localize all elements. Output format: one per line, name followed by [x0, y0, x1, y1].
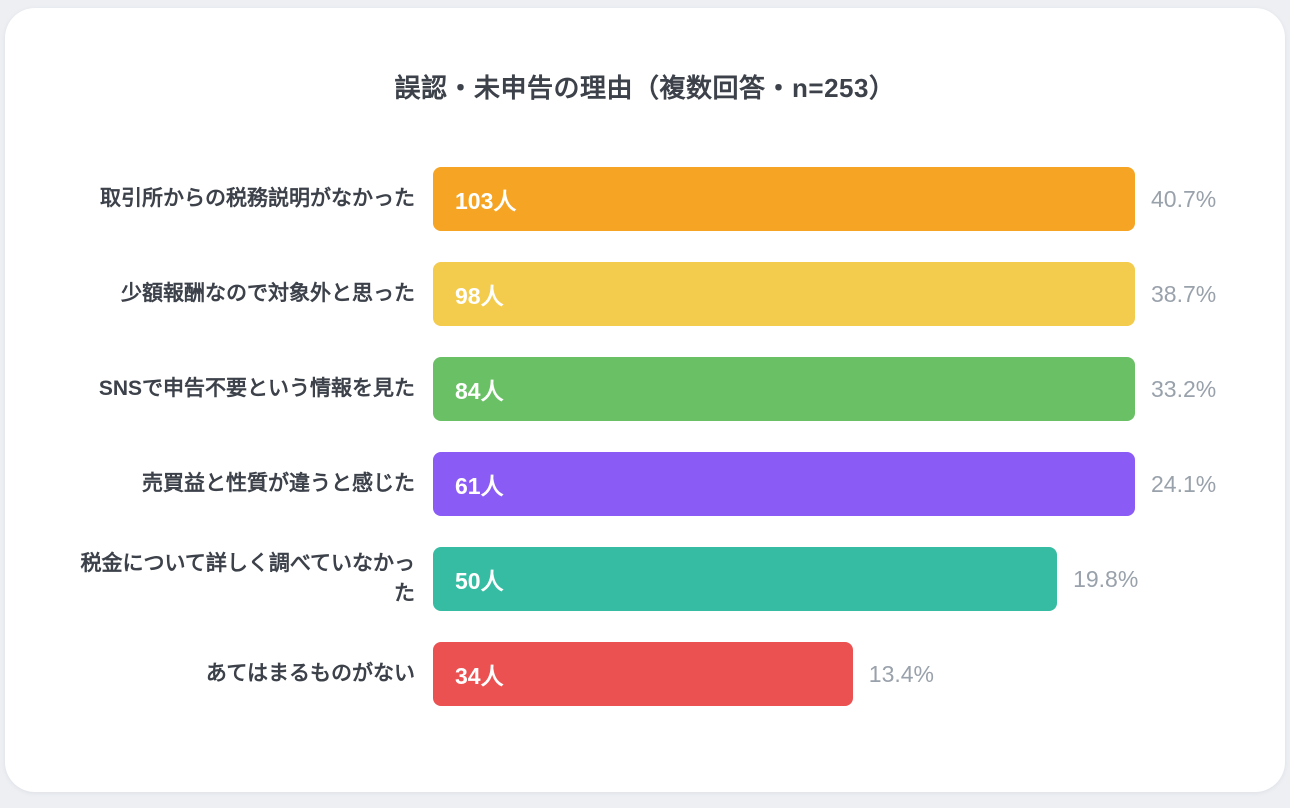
category-label: 売買益と性質が違うと感じた — [142, 472, 415, 496]
bar: 84人 — [433, 357, 1135, 421]
bar-chart: 取引所からの税務説明がなかった 103人 40.7% 少額報酬なので対象外と思った 98… — [5, 167, 1285, 706]
bar-value-label: 34人 — [455, 663, 504, 689]
percent-label: 24.1% — [1151, 470, 1217, 497]
bar-value-label: 103人 — [455, 188, 517, 214]
chart-row: SNSで申告不要という情報を見た 84人 33.2% — [75, 357, 1285, 421]
bar: 98人 — [433, 262, 1135, 326]
chart-row: 売買益と性質が違うと感じた 61人 24.1% — [75, 452, 1285, 516]
bar-value-label: 98人 — [455, 283, 504, 309]
bar: 61人 — [433, 452, 1135, 516]
chart-title: 誤認・未申告の理由（複数回答・n=253） — [394, 73, 896, 103]
category-label: SNSで申告不要という情報を見た — [98, 377, 415, 401]
category-label: 税金について詳しく調べていなかった — [80, 552, 415, 605]
percent-label: 40.7% — [1151, 185, 1217, 212]
bar: 50人 — [433, 547, 1058, 611]
percent-label: 13.4% — [868, 660, 934, 687]
bar: 103人 — [433, 167, 1135, 231]
chart-card: 誤認・未申告の理由（複数回答・n=253） 取引所からの税務説明がなかった 103… — [5, 8, 1285, 792]
bar-area: 34人 13.4% — [433, 642, 1135, 706]
bar-area: 50人 19.8% — [433, 547, 1139, 611]
bar-area: 98人 38.7% — [433, 262, 1216, 326]
percent-label: 38.7% — [1151, 280, 1217, 307]
percent-label: 19.8% — [1073, 565, 1139, 592]
bar-value-label: 50人 — [455, 568, 504, 594]
bar: 34人 — [433, 642, 853, 706]
chart-row: あてはまるものがない 34人 13.4% — [75, 642, 1285, 706]
bar-value-label: 84人 — [455, 378, 504, 404]
bar-area: 84人 33.2% — [433, 357, 1216, 421]
chart-row: 取引所からの税務説明がなかった 103人 40.7% — [75, 167, 1285, 231]
category-label: 少額報酬なので対象外と思った — [121, 282, 415, 306]
bar-value-label: 61人 — [455, 473, 504, 499]
category-label: 取引所からの税務説明がなかった — [100, 187, 415, 211]
category-label: あてはまるものがない — [205, 662, 415, 686]
bar-area: 103人 40.7% — [433, 167, 1216, 231]
chart-row: 少額報酬なので対象外と思った 98人 38.7% — [75, 262, 1285, 326]
percent-label: 33.2% — [1151, 375, 1217, 402]
bar-area: 61人 24.1% — [433, 452, 1216, 516]
chart-row: 税金について詳しく調べていなかった 50人 19.8% — [75, 547, 1285, 611]
